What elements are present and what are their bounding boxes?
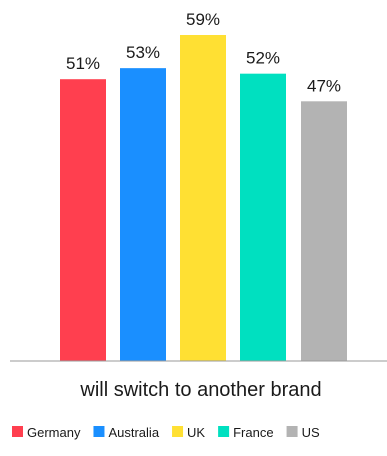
value-labels-layer: 51% 53% 59% 52% 47% <box>66 10 341 95</box>
bar-australia <box>120 68 166 362</box>
bar-germany <box>60 79 106 361</box>
value-label-france: 52% <box>246 49 280 68</box>
legend-label-uk: UK <box>187 425 205 440</box>
legend-label-france: France <box>233 425 273 440</box>
value-label-uk: 59% <box>186 10 220 29</box>
legend: Germany Australia UK France US <box>12 425 320 440</box>
legend-label-us: US <box>302 425 320 440</box>
bar-uk <box>180 35 226 361</box>
legend-swatch-germany <box>12 426 23 437</box>
value-label-germany: 51% <box>66 54 100 73</box>
value-label-us: 47% <box>307 76 341 95</box>
legend-label-australia: Australia <box>108 425 159 440</box>
bar-us <box>301 101 347 361</box>
legend-swatch-us <box>286 426 298 437</box>
bar-france <box>240 73 286 361</box>
legend-swatch-france <box>218 426 230 437</box>
bars-layer <box>60 35 347 362</box>
legend-swatch-uk <box>172 426 184 437</box>
legend-swatch-australia <box>93 426 105 437</box>
value-label-australia: 53% <box>126 43 160 62</box>
legend-label-germany: Germany <box>27 425 81 440</box>
x-axis-label: will switch to another brand <box>79 379 321 401</box>
